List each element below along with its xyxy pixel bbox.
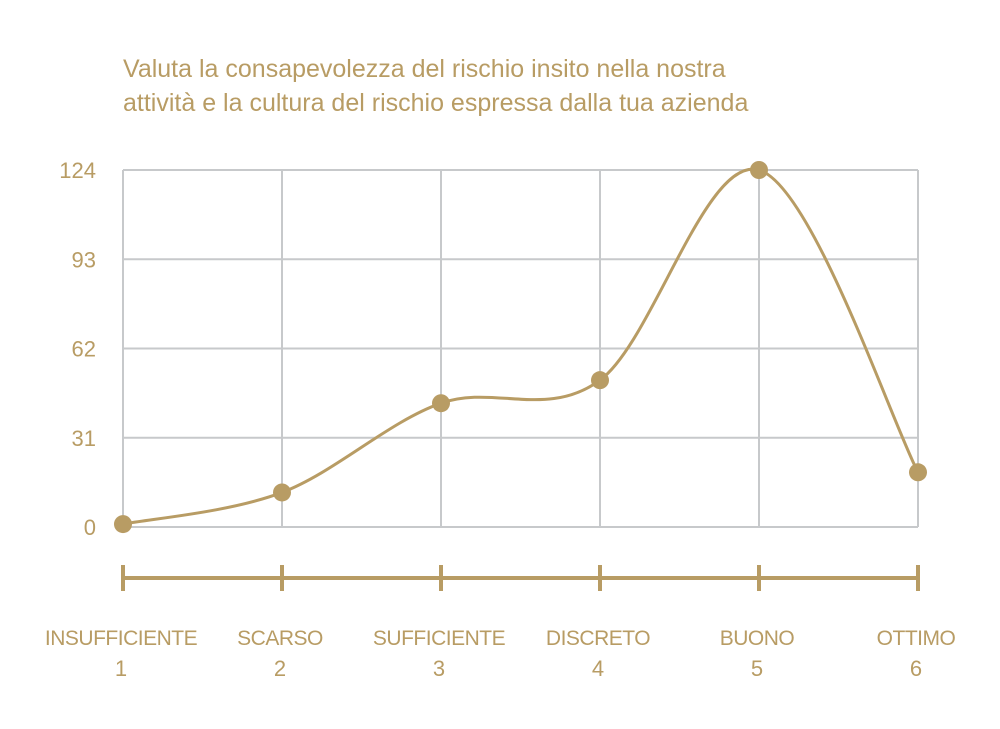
chart-title-line-1: Valuta la consapevolezza del rischio ins… — [123, 55, 726, 83]
data-point-4 — [591, 371, 609, 390]
x-category-label: INSUFFICIENTE — [45, 627, 198, 650]
data-point-1 — [114, 515, 132, 534]
y-tick-label: 0 — [84, 515, 96, 540]
y-tick-label: 31 — [72, 426, 96, 451]
x-category-number: 6 — [910, 656, 922, 681]
x-category-label: SCARSO — [237, 627, 323, 650]
data-point-3 — [432, 394, 450, 413]
y-tick-label: 124 — [59, 158, 96, 183]
y-axis: 0 31 62 93 124 — [59, 158, 96, 540]
x-category-number: 3 — [433, 656, 445, 681]
data-point-5 — [750, 161, 768, 179]
x-category-label: OTTIMO — [877, 627, 956, 650]
x-axis-labels: INSUFFICIENTE 1 SCARSO 2 SUFFICIENTE 3 DISCRET… — [45, 627, 956, 681]
data-point-2 — [273, 483, 291, 502]
y-tick-label: 93 — [72, 247, 96, 272]
x-category-number: 4 — [592, 656, 604, 681]
y-tick-label: 62 — [72, 337, 96, 362]
x-category-number: 5 — [751, 656, 763, 681]
x-category-number: 2 — [274, 656, 286, 681]
series-line — [122, 167, 920, 526]
chart-title-line-2: attività e la cultura del rischio espres… — [123, 89, 748, 117]
data-point-6 — [909, 463, 927, 482]
grid — [122, 169, 919, 528]
x-category-number: 1 — [115, 656, 127, 681]
x-axis — [121, 565, 920, 591]
x-category-label: SUFFICIENTE — [373, 627, 506, 650]
series — [114, 161, 927, 534]
x-category-label: BUONO — [720, 627, 795, 650]
x-category-label: DISCRETO — [546, 627, 650, 650]
